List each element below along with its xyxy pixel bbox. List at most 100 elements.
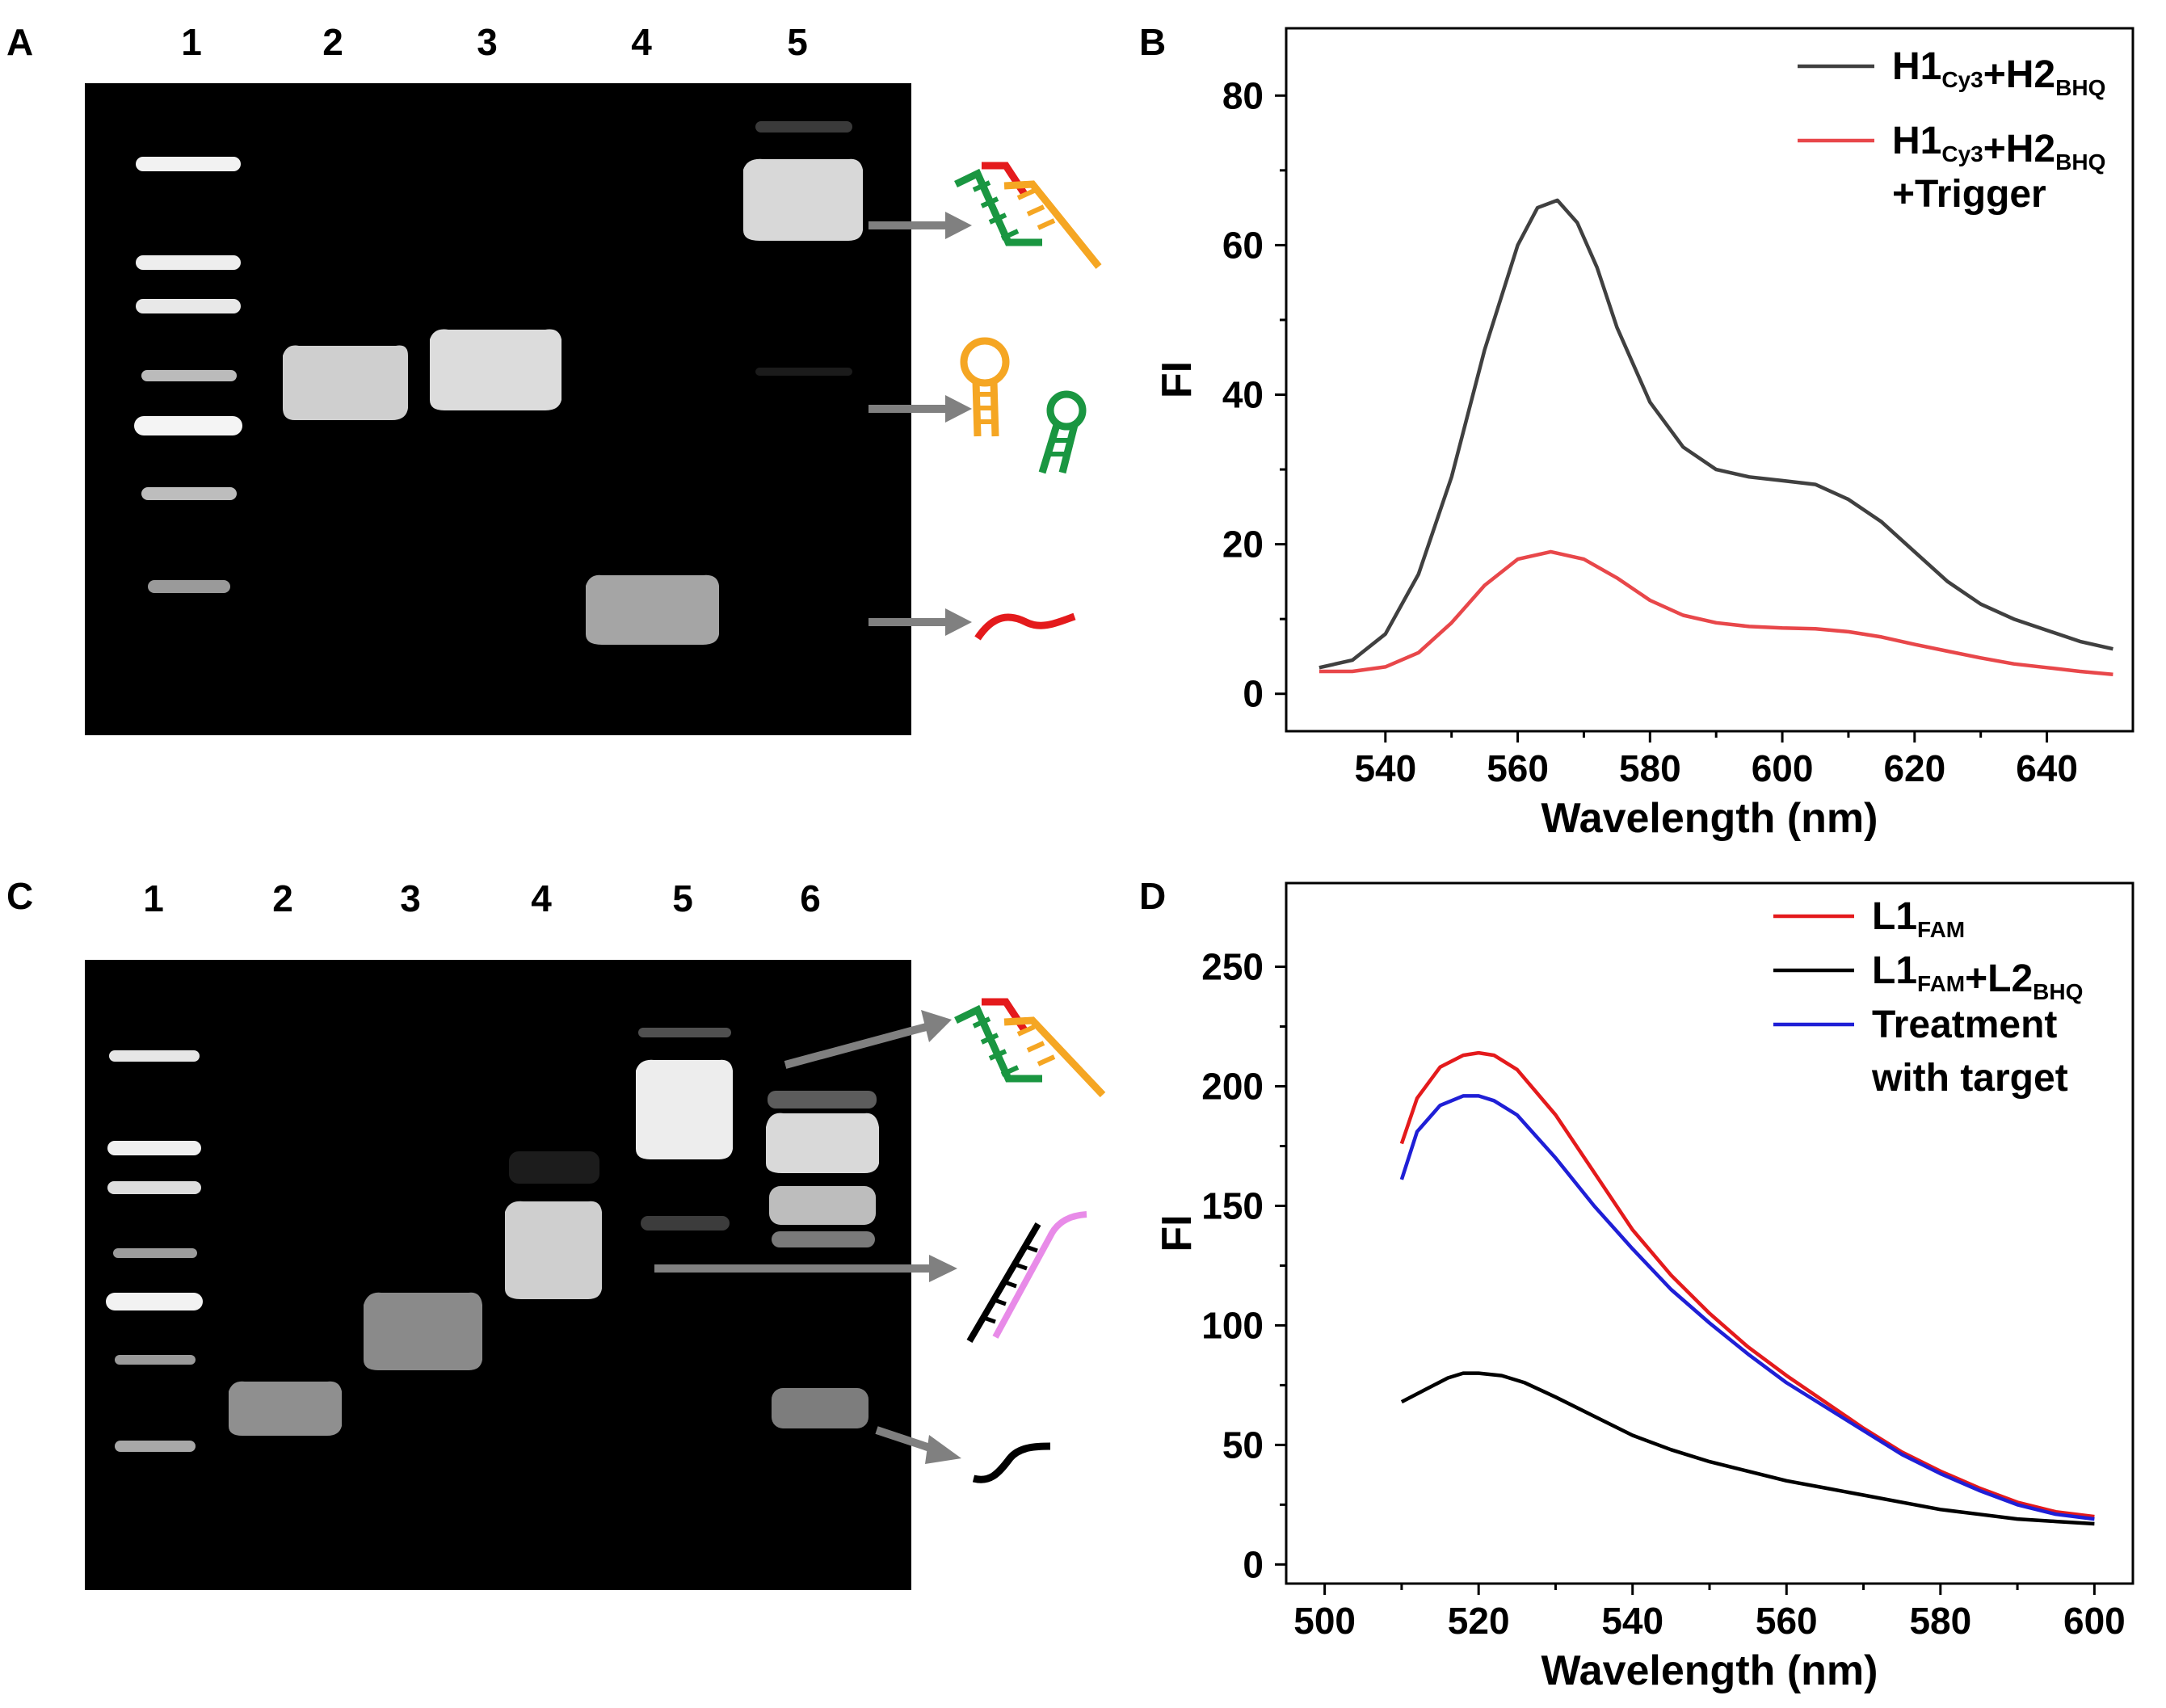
x-tick-label: 600 — [1752, 747, 1814, 789]
gel-a-lane-2: 2 — [322, 21, 343, 63]
gel-a-ladder-band — [136, 255, 241, 270]
legend-entry: L1FAM+L2BHQ — [1872, 949, 2083, 1004]
y-tick-label: 60 — [1222, 224, 1264, 266]
gel-c-smear-lane4 — [509, 1151, 599, 1184]
gel-a-lane-3: 3 — [477, 21, 498, 63]
gel-c-lane-1: 1 — [143, 877, 164, 919]
gel-c-lane-5: 5 — [672, 877, 693, 919]
panel-label-d: D — [1139, 875, 1166, 917]
arrowhead-icon — [929, 1255, 957, 1282]
legend-entry: Treatment — [1872, 1003, 2057, 1046]
gel-a-ladder-band — [148, 580, 230, 593]
gel-c-well-lane5 — [638, 1028, 731, 1037]
gel-c-band-lane4 — [505, 1201, 602, 1299]
plot-frame — [1285, 27, 2134, 733]
gel-a-ladder-band — [141, 370, 237, 381]
gel-a-ladder-band — [141, 487, 237, 500]
y-tick-label: 0 — [1243, 673, 1264, 715]
gel-a-well-smear — [755, 121, 852, 133]
gel-c-ladder-band — [109, 1050, 200, 1062]
chart-b: 540 560 580 600 620 640 0 20 40 60 80 Wavelength (n… — [1154, 27, 2134, 842]
arrowhead-icon — [945, 395, 972, 423]
y-tick-label: 150 — [1201, 1184, 1264, 1226]
gel-a-lane-5: 5 — [787, 21, 808, 63]
gel-a-annotations — [869, 162, 1102, 641]
series-line — [1399, 1094, 2095, 1521]
hairpin-pair-icon — [960, 337, 1087, 474]
gel-a-image — [85, 83, 911, 735]
y-tick-label: 250 — [1201, 946, 1264, 988]
dna-duplex-icon — [954, 162, 1102, 269]
series-line — [1319, 198, 2113, 670]
x-tick-label: 540 — [1354, 747, 1416, 789]
gel-c-band-lane5 — [636, 1059, 733, 1159]
legend-entry: L1FAM — [1872, 895, 1965, 942]
gel-c-lane-3: 3 — [400, 877, 421, 919]
series-line — [1319, 549, 2113, 676]
gel-c-ladder-band — [113, 1248, 197, 1258]
y-axis-title: FI — [1154, 1214, 1201, 1252]
x-tick-label: 600 — [2063, 1600, 2126, 1642]
gel-a-ladder-band — [136, 157, 241, 171]
series-line — [1399, 1050, 2095, 1519]
series-line — [1400, 1371, 2095, 1526]
arrowhead-icon — [945, 608, 972, 636]
legend-entry-line2: with target — [1871, 1057, 2068, 1100]
arrow-c-duplex — [784, 1022, 931, 1069]
gel-c-smear-lane6 — [768, 1091, 877, 1109]
gel-a-lane-numbers: 1 2 3 4 5 — [181, 21, 808, 63]
gel-a-band-lane3 — [430, 329, 561, 410]
y-tick-label: 20 — [1222, 524, 1264, 566]
legend-entry: H1Cy3+H2BHQ — [1892, 120, 2105, 175]
panel-label-a: A — [6, 21, 33, 63]
legend-entry-line2: +Trigger — [1892, 173, 2046, 216]
gel-a-ladder-band — [134, 416, 242, 435]
gel-c-faint-band-lane5 — [641, 1216, 730, 1231]
gel-a-faint-band — [755, 368, 852, 376]
gel-a-band-lane2 — [283, 345, 408, 420]
y-tick-label: 100 — [1201, 1304, 1264, 1346]
y-tick-label: 0 — [1243, 1543, 1264, 1585]
gel-a-band-lane4 — [586, 574, 719, 645]
gel-a-lane-1: 1 — [181, 21, 202, 63]
x-tick-label: 640 — [2016, 747, 2078, 789]
gel-c-ladder-band — [106, 1293, 203, 1310]
x-tick-label: 620 — [1883, 747, 1945, 789]
arrowhead-icon — [925, 1435, 961, 1464]
gel-c-band-lane6-mid — [769, 1186, 876, 1225]
arrowhead-icon — [945, 212, 972, 239]
gel-c-band-lane3 — [364, 1292, 482, 1370]
trigger-strand-icon — [974, 612, 1076, 641]
gel-c-band-lane6-bottom — [772, 1388, 869, 1428]
l1-l2-duplex-icon — [966, 1211, 1087, 1344]
panel-label-c: C — [6, 875, 33, 917]
gel-a-ladder-band — [136, 299, 241, 313]
y-tick-label: 50 — [1222, 1424, 1264, 1466]
x-axis-title: Wavelength (nm) — [1541, 795, 1878, 842]
x-axis-title: Wavelength (nm) — [1541, 1647, 1878, 1694]
x-tick-label: 540 — [1601, 1600, 1663, 1642]
gel-c-lane-4: 4 — [531, 877, 552, 919]
y-tick-label: 80 — [1222, 74, 1264, 116]
dna-duplex-icon — [954, 998, 1106, 1098]
panel-label-b: B — [1139, 21, 1166, 63]
gel-a-lane-4: 4 — [631, 21, 652, 63]
gel-c-ladder-band — [107, 1141, 201, 1155]
gel-c-ladder-band — [107, 1181, 201, 1194]
x-tick-label: 580 — [1619, 747, 1681, 789]
chart-d: 500 520 540 560 580 600 0 50 100 150 200 250 Wavelen… — [1154, 881, 2134, 1694]
gel-c-band-lane6-top — [766, 1113, 879, 1173]
x-tick-label: 560 — [1756, 1600, 1818, 1642]
y-tick-label: 40 — [1222, 374, 1264, 416]
gel-c-background — [85, 960, 911, 1590]
arrow-c-strand — [875, 1426, 939, 1454]
x-tick-label: 520 — [1448, 1600, 1510, 1642]
gel-c-annotations — [654, 998, 1106, 1483]
legend-entry: H1Cy3+H2BHQ — [1892, 45, 2105, 100]
arrowhead-icon — [921, 1010, 952, 1042]
gel-c-ladder-band — [115, 1355, 196, 1365]
y-axis-title: FI — [1154, 361, 1201, 398]
gel-c-band-lane6-low — [772, 1231, 875, 1247]
gel-c-band-lane2 — [229, 1381, 342, 1436]
